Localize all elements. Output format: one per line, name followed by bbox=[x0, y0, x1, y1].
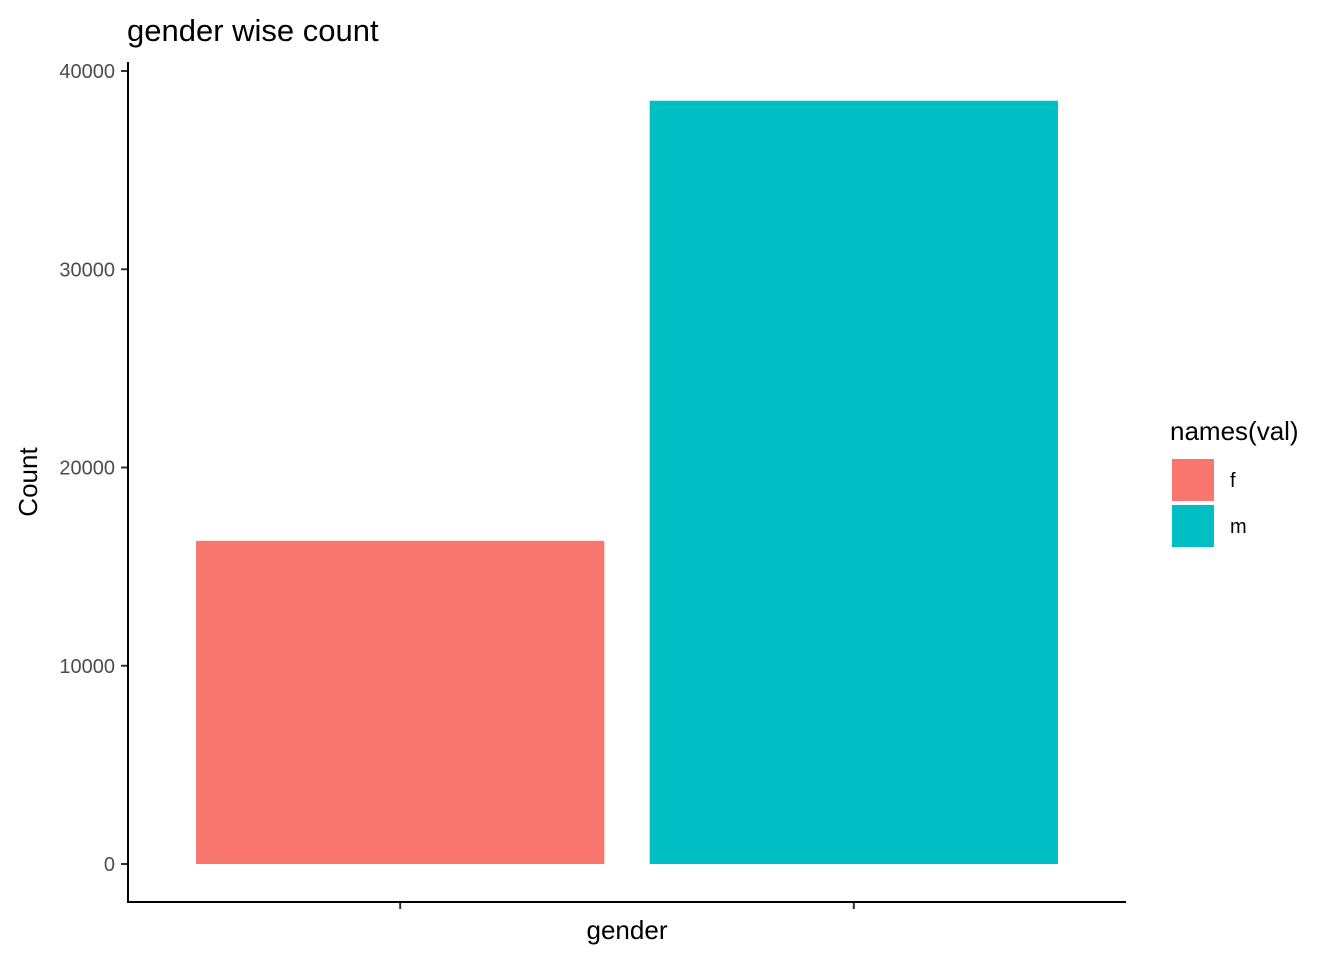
legend: names(val) fm bbox=[1170, 416, 1299, 547]
y-axis-ticks: 0 10000 20000 30000 40000 bbox=[59, 61, 128, 876]
bars-group bbox=[196, 100, 1058, 865]
x-axis-title: gender bbox=[587, 915, 668, 945]
x-axis-ticks bbox=[399, 902, 855, 909]
y-tick-label: 20000 bbox=[59, 458, 115, 480]
legend-title: names(val) bbox=[1170, 416, 1299, 446]
bar-m bbox=[649, 100, 1058, 865]
bar-f bbox=[196, 540, 605, 864]
legend-label-m: m bbox=[1230, 516, 1247, 538]
legend-label-f: f bbox=[1230, 470, 1236, 492]
chart-title: gender wise count bbox=[127, 13, 379, 48]
y-tick-label: 40000 bbox=[59, 61, 115, 83]
legend-items: fm bbox=[1172, 459, 1247, 547]
y-axis-title: Count bbox=[13, 447, 43, 517]
legend-key-f bbox=[1172, 459, 1214, 501]
y-tick-label: 0 bbox=[104, 854, 115, 876]
legend-key-m bbox=[1172, 505, 1214, 547]
y-tick-label: 30000 bbox=[59, 259, 115, 281]
y-tick-label: 10000 bbox=[59, 656, 115, 678]
